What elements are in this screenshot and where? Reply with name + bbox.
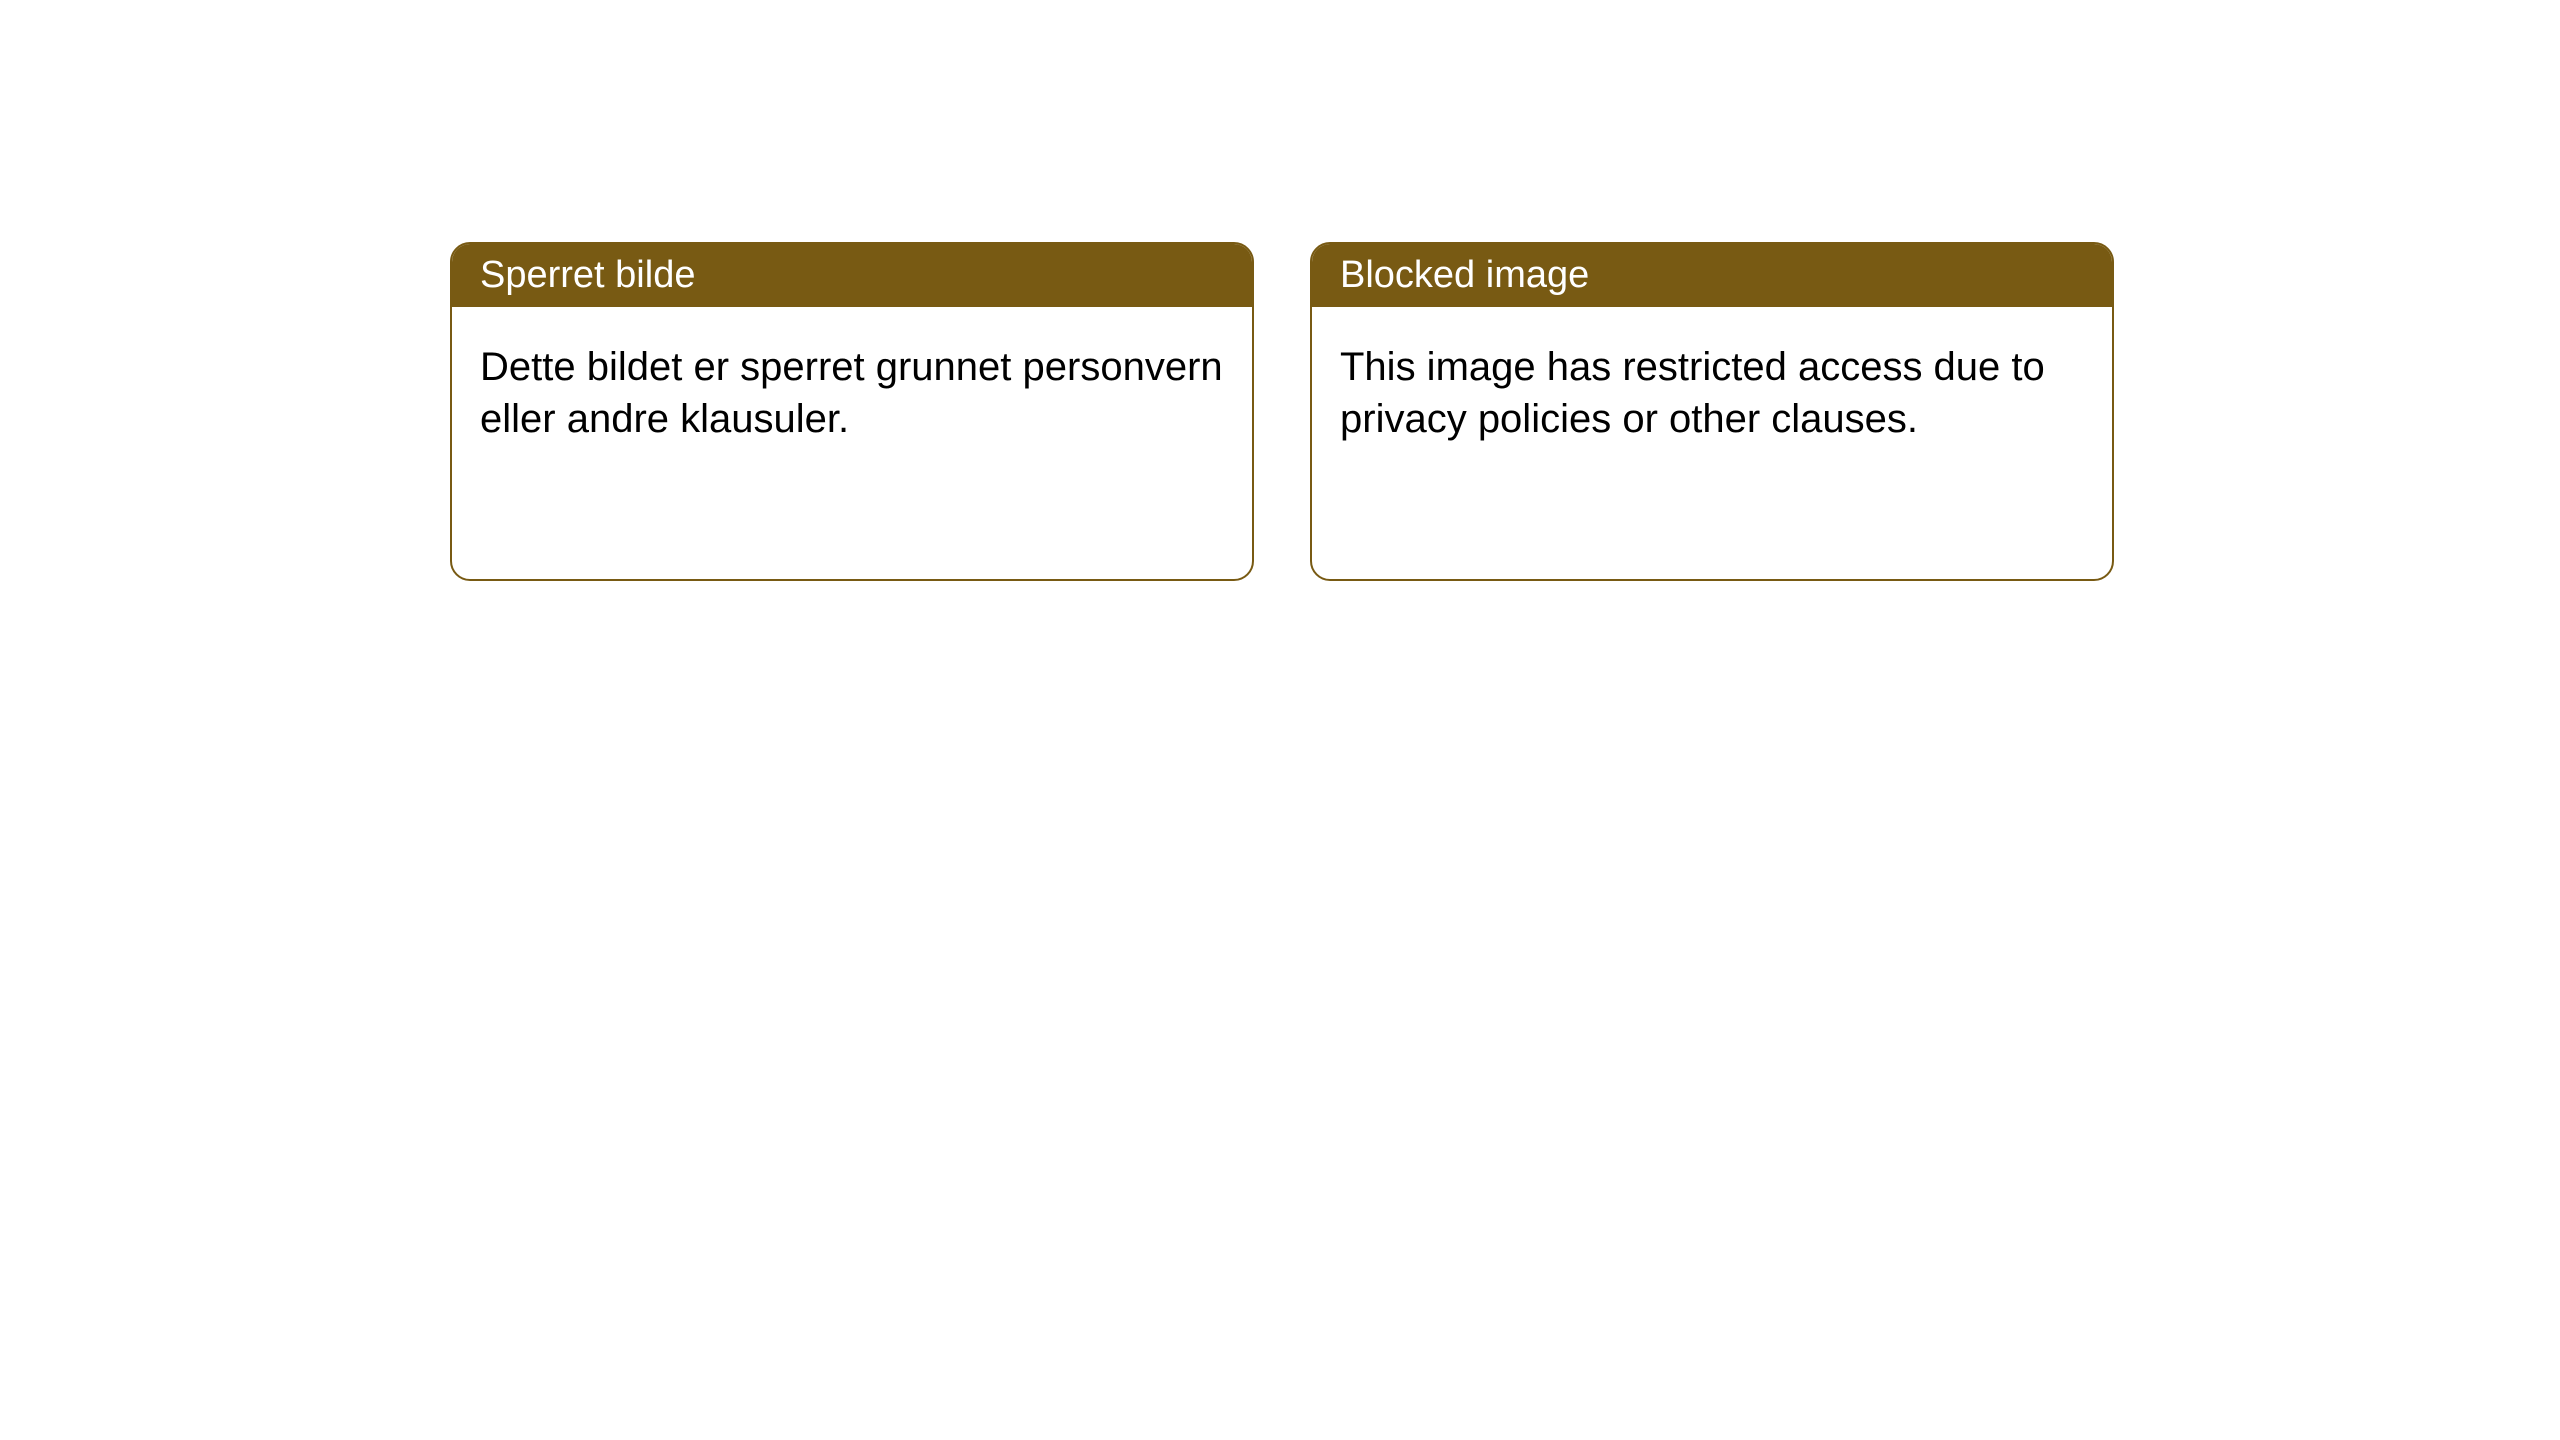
- notice-container: Sperret bilde Dette bildet er sperret gr…: [0, 0, 2560, 581]
- card-body: This image has restricted access due to …: [1312, 307, 2112, 479]
- notice-card-norwegian: Sperret bilde Dette bildet er sperret gr…: [450, 242, 1254, 581]
- notice-card-english: Blocked image This image has restricted …: [1310, 242, 2114, 581]
- card-body: Dette bildet er sperret grunnet personve…: [452, 307, 1252, 479]
- card-title: Blocked image: [1312, 244, 2112, 307]
- card-title: Sperret bilde: [452, 244, 1252, 307]
